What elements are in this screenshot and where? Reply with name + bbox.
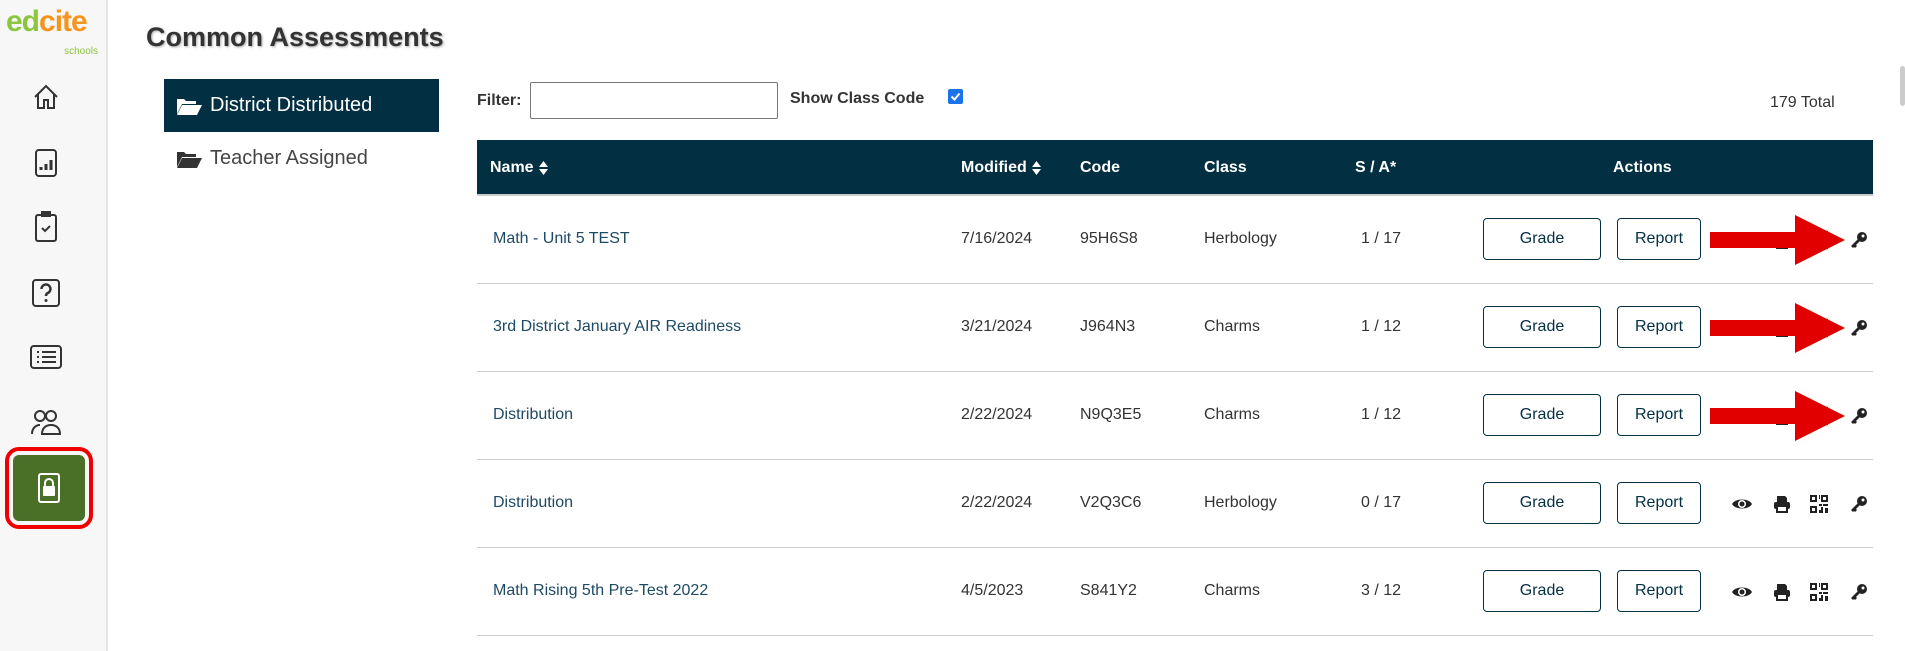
preview-eye-icon[interactable] <box>1731 493 1753 515</box>
grade-button[interactable]: Grade <box>1483 394 1601 436</box>
table-row: Distribution 2/22/2024 V2Q3C6 Herbology … <box>477 460 1873 548</box>
class-code: V2Q3C6 <box>1080 494 1142 511</box>
report-button[interactable]: Report <box>1617 394 1701 436</box>
filter-input[interactable] <box>530 82 778 119</box>
header-name-label: Name <box>490 159 534 176</box>
lockdown-nav-highlight <box>5 447 93 529</box>
folder-teacher-assigned[interactable]: Teacher Assigned <box>164 132 439 185</box>
key-icon[interactable] <box>1848 405 1870 427</box>
class-code: S841Y2 <box>1080 582 1137 599</box>
folder-district-distributed[interactable]: District Distributed <box>164 79 439 132</box>
class-name: Charms <box>1204 582 1261 599</box>
filter-label: Filter: <box>477 92 522 109</box>
submitted-assigned: 3 / 12 <box>1361 582 1402 599</box>
annotation-arrow <box>1710 391 1845 441</box>
submitted-assigned: 1 / 12 <box>1361 318 1402 335</box>
page-title: Common Assessments <box>146 22 444 52</box>
modified-date: 2/22/2024 <box>961 406 1033 423</box>
assessment-name-link[interactable]: Distribution <box>493 494 574 511</box>
edcite-logo[interactable]: edcite schools <box>6 6 106 64</box>
submitted-assigned: 0 / 17 <box>1361 494 1402 511</box>
submitted-assigned: 1 / 12 <box>1361 406 1402 423</box>
class-name: Charms <box>1204 406 1261 423</box>
header-name[interactable]: Name <box>490 159 548 177</box>
table-header: Name Modified Code Class S / A* Actions <box>477 140 1873 196</box>
modified-date: 2/22/2024 <box>961 494 1033 511</box>
qr-code-icon[interactable] <box>1808 493 1830 515</box>
modified-date: 4/5/2023 <box>961 582 1024 599</box>
header-modified[interactable]: Modified <box>961 159 1041 177</box>
assessment-name-link[interactable]: Math - Unit 5 TEST <box>493 230 630 247</box>
total-count: 179 Total <box>1770 94 1835 111</box>
show-class-code-label: Show Class Code <box>790 90 925 107</box>
list-icon[interactable] <box>30 341 62 373</box>
lock-icon[interactable] <box>13 455 85 521</box>
report-button[interactable]: Report <box>1617 218 1701 260</box>
folder-open-icon <box>177 98 202 115</box>
class-name: Herbology <box>1204 494 1277 511</box>
class-code: 95H6S8 <box>1080 230 1138 247</box>
folder-label: District Distributed <box>210 94 373 116</box>
checkmark-icon <box>950 92 961 101</box>
annotation-arrow <box>1710 215 1845 265</box>
key-icon[interactable] <box>1848 317 1870 339</box>
table-row: Math Rising 5th Pre-Test 2022 4/5/2023 S… <box>477 548 1873 636</box>
preview-eye-icon[interactable] <box>1731 581 1753 603</box>
submitted-assigned: 1 / 17 <box>1361 230 1402 247</box>
assessment-name-link[interactable]: Math Rising 5th Pre-Test 2022 <box>493 582 709 599</box>
modified-date: 7/16/2024 <box>961 230 1033 247</box>
class-name: Charms <box>1204 318 1261 335</box>
grade-button[interactable]: Grade <box>1483 306 1601 348</box>
class-code: J964N3 <box>1080 318 1136 335</box>
grade-button[interactable]: Grade <box>1483 482 1601 524</box>
assessment-name-link[interactable]: 3rd District January AIR Readiness <box>493 318 742 335</box>
annotation-arrow <box>1710 303 1845 353</box>
key-icon[interactable] <box>1848 581 1870 603</box>
sidebar: edcite schools <box>0 0 108 651</box>
users-icon[interactable] <box>30 406 62 438</box>
header-sa: S / A* <box>1355 159 1397 176</box>
print-icon[interactable] <box>1771 581 1793 603</box>
logo-brand: edcite <box>6 5 88 38</box>
home-icon[interactable] <box>30 81 62 113</box>
print-icon[interactable] <box>1771 493 1793 515</box>
key-icon[interactable] <box>1848 493 1870 515</box>
report-button[interactable]: Report <box>1617 570 1701 612</box>
modified-date: 3/21/2024 <box>961 318 1033 335</box>
table-row: Math - Unit 5 TEST 7/16/2024 95H6S8 Herb… <box>477 196 1873 284</box>
sort-icon <box>538 161 548 175</box>
folder-label: Teacher Assigned <box>210 147 368 169</box>
header-modified-label: Modified <box>961 159 1027 176</box>
class-code: N9Q3E5 <box>1080 406 1142 423</box>
report-button[interactable]: Report <box>1617 306 1701 348</box>
header-class: Class <box>1204 159 1247 176</box>
grade-button[interactable]: Grade <box>1483 570 1601 612</box>
table-row: Distribution 2/22/2024 N9Q3E5 Charms 1 /… <box>477 372 1873 460</box>
key-icon[interactable] <box>1848 229 1870 251</box>
grade-button[interactable]: Grade <box>1483 218 1601 260</box>
scrollbar[interactable] <box>1900 66 1905 106</box>
questions-icon[interactable] <box>30 277 62 309</box>
class-name: Herbology <box>1204 230 1277 247</box>
folder-open-icon <box>177 151 202 168</box>
header-code: Code <box>1080 159 1120 176</box>
assessment-name-link[interactable]: Distribution <box>493 406 574 423</box>
table-row: 3rd District January AIR Readiness 3/21/… <box>477 284 1873 372</box>
logo-sub: schools <box>64 46 98 57</box>
report-button[interactable]: Report <box>1617 482 1701 524</box>
header-actions: Actions <box>1613 159 1672 176</box>
reports-icon[interactable] <box>30 147 62 179</box>
qr-code-icon[interactable] <box>1808 581 1830 603</box>
sort-icon <box>1031 161 1041 175</box>
assignments-icon[interactable] <box>30 211 62 243</box>
show-class-code-checkbox[interactable] <box>948 89 963 104</box>
